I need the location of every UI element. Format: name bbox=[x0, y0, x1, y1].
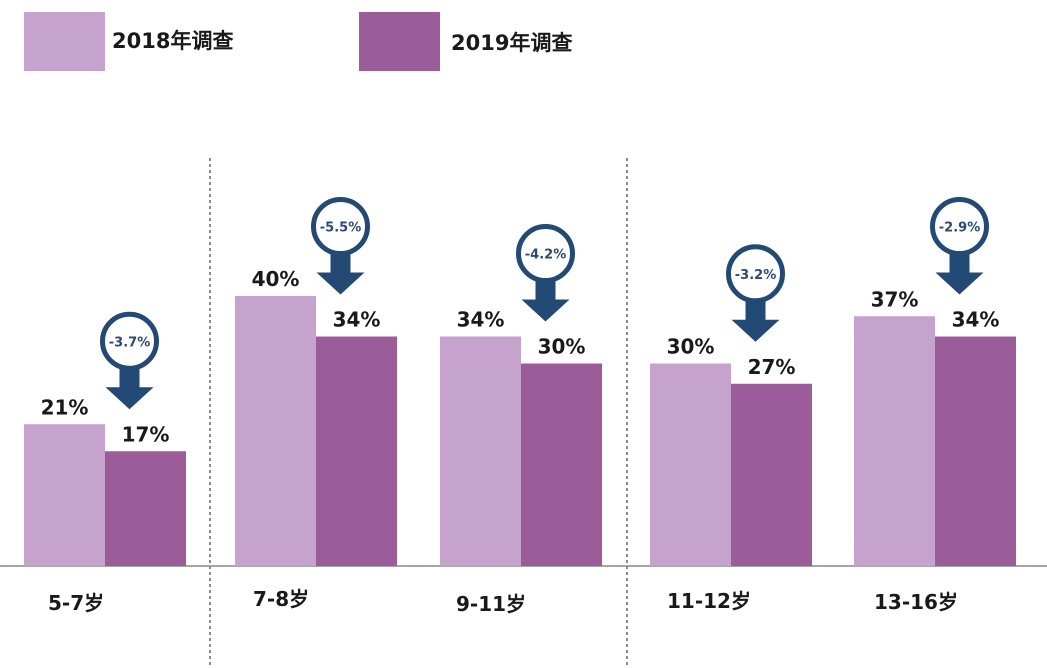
diff-label-3: -3.2% bbox=[735, 268, 776, 283]
category-labels: 5-7岁 7-8岁 9-11岁 11-12岁 13-16岁 bbox=[48, 587, 958, 616]
diff-marker-0: -3.7% bbox=[100, 311, 159, 410]
arrow-down-icon-2 bbox=[521, 299, 570, 322]
diff-marker-1: -5.5% bbox=[311, 197, 370, 295]
bar-2019-3 bbox=[731, 383, 812, 566]
legend: 2018年调查 2019年调查 bbox=[24, 12, 572, 71]
bar-2019-0 bbox=[105, 451, 186, 566]
bar-label-2018-4: 37% bbox=[871, 287, 919, 311]
bar-2018-3 bbox=[650, 363, 731, 566]
bars bbox=[24, 296, 1016, 566]
bar-label-2019-2: 30% bbox=[538, 335, 586, 359]
diff-circle-1 bbox=[311, 197, 370, 256]
category-label-4: 13-16岁 bbox=[874, 590, 958, 614]
diff-circle-2 bbox=[516, 224, 575, 283]
category-label-1: 7-8岁 bbox=[253, 587, 309, 611]
arrow-down-icon-4 bbox=[935, 272, 984, 295]
bar-2019-2 bbox=[521, 363, 602, 566]
category-label-2: 9-11岁 bbox=[456, 592, 526, 616]
bar-label-2019-1: 34% bbox=[333, 308, 381, 332]
bar-labels: 21% 17% 40% 34% 34% 30% 30% 27% 37% 34% bbox=[41, 267, 1000, 446]
arrow-down-icon-1 bbox=[316, 272, 365, 295]
bar-label-2019-3: 27% bbox=[748, 355, 796, 379]
diff-marker-2: -4.2% bbox=[516, 224, 575, 322]
diff-circle-4 bbox=[930, 197, 989, 256]
legend-swatch-2019 bbox=[359, 12, 440, 71]
legend-label-2018: 2018年调查 bbox=[112, 29, 233, 53]
bar-label-2018-0: 21% bbox=[41, 395, 89, 419]
diff-label-4: -2.9% bbox=[939, 221, 980, 236]
bar-2018-2 bbox=[440, 336, 521, 566]
bar-label-2018-2: 34% bbox=[457, 308, 505, 332]
difference-arrows: -3.7% -5.5% -4.2% -3.2% -2.9% bbox=[100, 197, 989, 410]
category-label-0: 5-7岁 bbox=[48, 591, 104, 615]
bar-2018-0 bbox=[24, 424, 105, 566]
bar-2018-4 bbox=[854, 316, 935, 566]
legend-label-2019: 2019年调查 bbox=[451, 31, 572, 55]
arrow-down-icon-3 bbox=[731, 319, 780, 342]
bar-2019-4 bbox=[935, 336, 1016, 566]
diff-label-0: -3.7% bbox=[109, 335, 150, 350]
bar-label-2018-3: 30% bbox=[667, 335, 715, 359]
legend-swatch-2018 bbox=[24, 12, 105, 71]
category-label-3: 11-12岁 bbox=[667, 589, 751, 613]
bar-label-2018-1: 40% bbox=[252, 267, 300, 291]
bar-2018-1 bbox=[235, 296, 316, 566]
arrow-down-icon-0 bbox=[105, 387, 154, 410]
diff-circle-0 bbox=[100, 311, 159, 371]
bar-label-2019-4: 34% bbox=[952, 308, 1000, 332]
diff-marker-4: -2.9% bbox=[930, 197, 989, 295]
diff-marker-3: -3.2% bbox=[726, 244, 785, 342]
diff-circle-3 bbox=[726, 244, 785, 304]
diff-label-2: -4.2% bbox=[525, 248, 566, 263]
bar-label-2019-0: 17% bbox=[122, 422, 170, 446]
diff-label-1: -5.5% bbox=[320, 221, 361, 236]
bar-2019-1 bbox=[316, 336, 397, 566]
